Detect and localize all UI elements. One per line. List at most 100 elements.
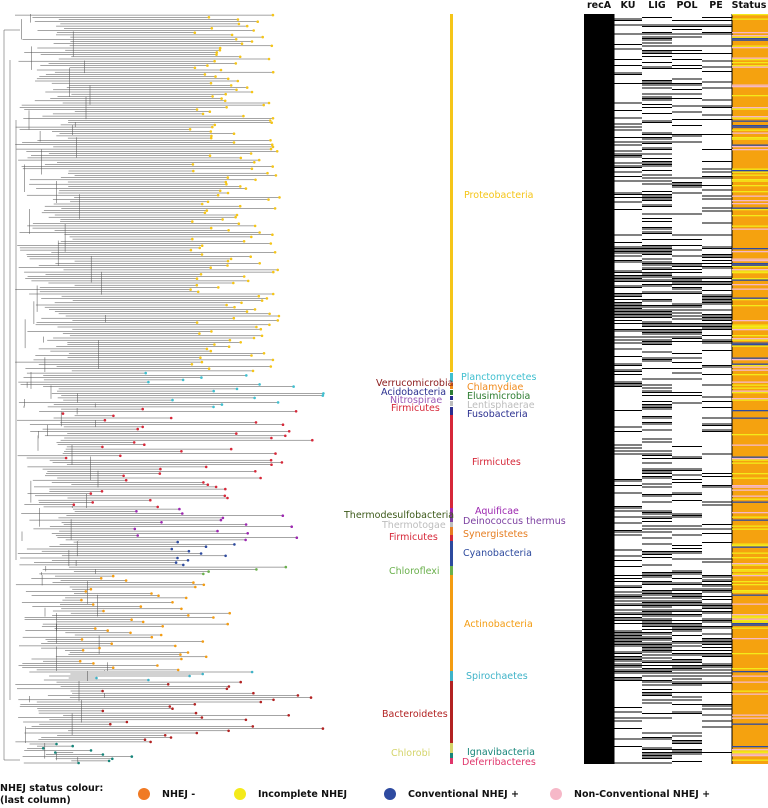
tree-tip — [212, 389, 215, 393]
legend-item-nhej-negative: NHEJ - — [138, 787, 195, 800]
legend-title-line1: NHEJ status colour: — [0, 783, 104, 794]
tree-tip — [188, 674, 191, 678]
tree-tip — [125, 720, 129, 724]
tree-tip — [239, 680, 242, 684]
tree-tip — [322, 392, 325, 395]
tree-tip — [256, 20, 260, 24]
tree-tip — [101, 709, 105, 713]
tree-tip — [89, 749, 93, 752]
tree-tip — [179, 653, 182, 656]
tree-tip — [244, 718, 248, 722]
tree-tip — [258, 383, 261, 386]
tree-tip — [250, 167, 254, 171]
tree-tip — [168, 705, 172, 708]
clade-label-thermodesulfobacteria: Thermodesulfobacteria — [344, 510, 455, 521]
tree-tip — [296, 694, 300, 697]
tree-tip — [252, 336, 256, 340]
tree-tip — [193, 703, 197, 706]
tree-tip — [103, 418, 107, 422]
tree-tip — [226, 264, 229, 267]
tree-tip — [281, 514, 285, 517]
tree-tip — [284, 565, 288, 569]
column-header-lig: LIG — [648, 0, 666, 11]
clade-label-elusimicrobia: Elusimicrobia — [467, 391, 531, 402]
tree-tip — [199, 356, 202, 360]
legend-title-line2: (last column) — [0, 795, 71, 806]
tree-tip — [171, 398, 174, 402]
tree-tip — [72, 503, 76, 507]
tree-tip — [272, 270, 275, 274]
tree-tip — [204, 545, 208, 548]
tree-tip — [237, 222, 241, 225]
tree-tip — [294, 410, 298, 413]
tree-tip — [84, 590, 88, 593]
tree-tip — [141, 407, 144, 411]
tree-tip — [267, 198, 270, 201]
tree-tip — [276, 319, 280, 322]
tree-tip — [227, 685, 231, 688]
tree-tip — [161, 625, 164, 628]
tree-tip — [205, 347, 209, 351]
tree-tip — [250, 40, 254, 43]
tree-tip — [267, 101, 271, 105]
tree-tip — [253, 224, 257, 228]
tree-tip — [78, 659, 82, 663]
tree-tip — [224, 92, 227, 96]
tree-tip — [254, 178, 257, 182]
tree-tip — [216, 193, 220, 197]
tree-tip — [95, 676, 98, 680]
tree-tip — [259, 700, 263, 704]
clade-bar-fusobacteria — [450, 407, 453, 415]
clade-label-chlamydiae: Chlamydiae — [467, 382, 524, 393]
tree-tip — [206, 64, 209, 67]
tree-tip — [210, 27, 214, 30]
tree-tip — [200, 716, 204, 719]
tree-tip — [274, 452, 277, 455]
tree-tip — [232, 132, 236, 135]
tree-tip — [225, 106, 228, 109]
clade-label-fusobacteria: Fusobacteria — [467, 409, 528, 420]
tree-tip — [207, 15, 211, 19]
tree-tip — [265, 297, 269, 300]
tree-tip — [220, 403, 224, 406]
tree-tip — [80, 638, 84, 641]
legend-label: Incomplete NHEJ — [258, 789, 348, 800]
tree-tip — [194, 711, 198, 715]
tree-tip — [176, 540, 179, 544]
tree-tip — [204, 465, 208, 469]
tree-tip — [202, 481, 205, 484]
tree-tip — [244, 523, 248, 526]
tree-tip — [218, 48, 222, 52]
tree-tip — [199, 273, 203, 276]
tree-tip — [217, 286, 220, 289]
legend-swatch-orange — [138, 787, 150, 800]
clade-bar-chlamydiae — [450, 383, 453, 389]
tree-tip — [200, 202, 204, 206]
tree-tip — [111, 574, 115, 578]
tree-tip — [234, 215, 237, 219]
tree-tip — [258, 262, 262, 265]
gene-presence-heatmap — [584, 14, 768, 764]
tree-tip — [235, 432, 238, 435]
tree-tip — [208, 154, 212, 157]
tree-tip — [141, 425, 144, 429]
clade-bar-actinobacteria — [450, 575, 453, 671]
clade-bar-chlorobi — [450, 743, 453, 753]
tree-tip — [257, 158, 261, 162]
tree-tip — [268, 312, 271, 316]
tree-tip — [287, 430, 291, 433]
clade-bar-elusimicrobia — [450, 390, 453, 395]
column-header-reca: recA — [586, 0, 612, 11]
tree-tip — [268, 119, 272, 122]
tree-tip — [156, 664, 159, 667]
tree-tip — [246, 279, 250, 283]
legend-swatch-blue — [384, 787, 396, 800]
clade-bar-firmicutes-2 — [450, 535, 453, 541]
column-header-pol: POL — [676, 0, 698, 11]
clade-label-firmicutes-left-2: Firmicutes — [389, 532, 438, 543]
tree-tip — [193, 31, 197, 34]
column-header-ku: KU — [620, 0, 636, 11]
tree-tip — [102, 609, 105, 613]
tree-tip — [269, 242, 273, 245]
